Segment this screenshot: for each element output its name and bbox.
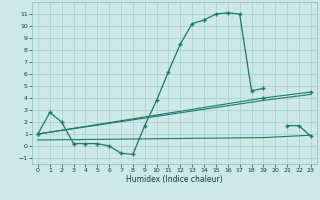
- X-axis label: Humidex (Indice chaleur): Humidex (Indice chaleur): [126, 175, 223, 184]
